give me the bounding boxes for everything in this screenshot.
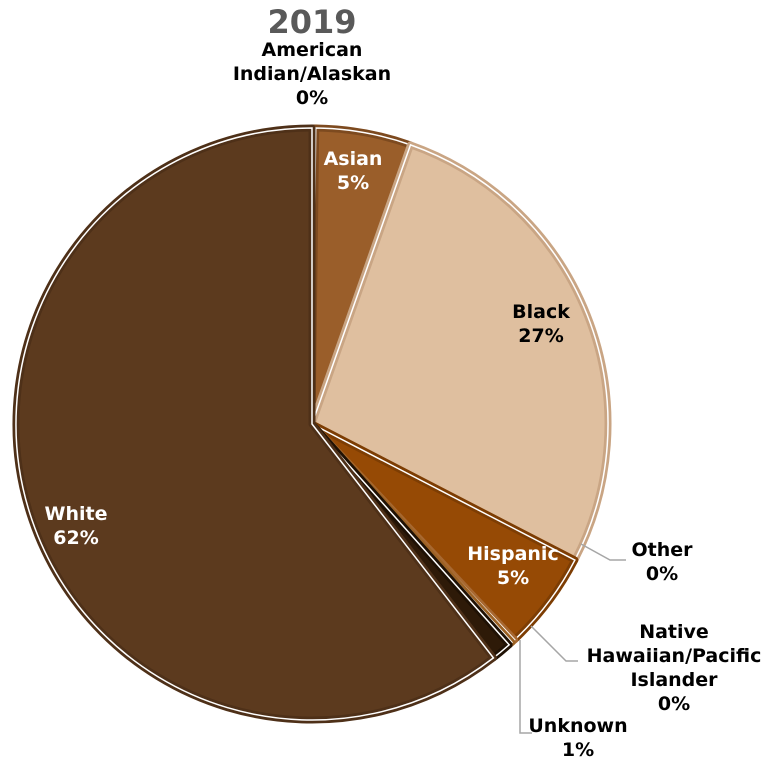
data-label-line: Hispanic (467, 543, 558, 565)
pie-slice-separator-black (311, 143, 609, 562)
pie-slice-separator-white (15, 127, 495, 721)
data-label-black: Black 27% (512, 301, 570, 347)
data-label-line: Unknown (528, 715, 627, 737)
leader-line-other (580, 543, 626, 561)
data-label-other: Other 0% (631, 539, 693, 585)
data-label-line: 1% (562, 739, 594, 761)
data-label-line: 0% (658, 693, 690, 715)
chart-title: 2019 (267, 3, 356, 41)
data-label-unknown: Unknown 1% (528, 715, 627, 761)
data-label-line: 0% (296, 87, 328, 109)
leader-line-native-hawaiian-pacific-islander (530, 625, 578, 662)
data-label-american-indian-alaskan: American Indian/Alaskan 0% (233, 39, 391, 109)
data-label-line: 5% (337, 172, 369, 194)
slice-labels: American Indian/Alaskan 0%Asian 5%Black 27%H… (45, 39, 762, 761)
data-label-line: Native (639, 621, 709, 643)
data-label-line: Black (512, 301, 570, 323)
pie-slices (12, 124, 612, 724)
data-label-native-hawaiian-pacific-islander: Native Hawaiian/Pacific Islander 0% (587, 621, 762, 715)
data-label-line: Asian (324, 148, 383, 170)
data-label-line: 5% (497, 567, 529, 589)
data-label-white: White 62% (45, 503, 108, 549)
data-label-line: American (262, 39, 363, 61)
data-label-line: Islander (630, 669, 718, 691)
data-label-line: 0% (646, 563, 678, 585)
data-label-line: Indian/Alaskan (233, 63, 391, 85)
data-label-hispanic: Hispanic 5% (467, 543, 558, 589)
data-label-line: Hawaiian/Pacific (587, 645, 762, 667)
data-label-asian: Asian 5% (324, 148, 383, 194)
data-label-line: 62% (53, 527, 98, 549)
leader-lines (519, 543, 626, 734)
data-label-line: White (45, 503, 108, 525)
data-label-line: 27% (518, 325, 563, 347)
data-label-line: Other (631, 539, 693, 561)
leader-line-unknown (519, 640, 532, 734)
